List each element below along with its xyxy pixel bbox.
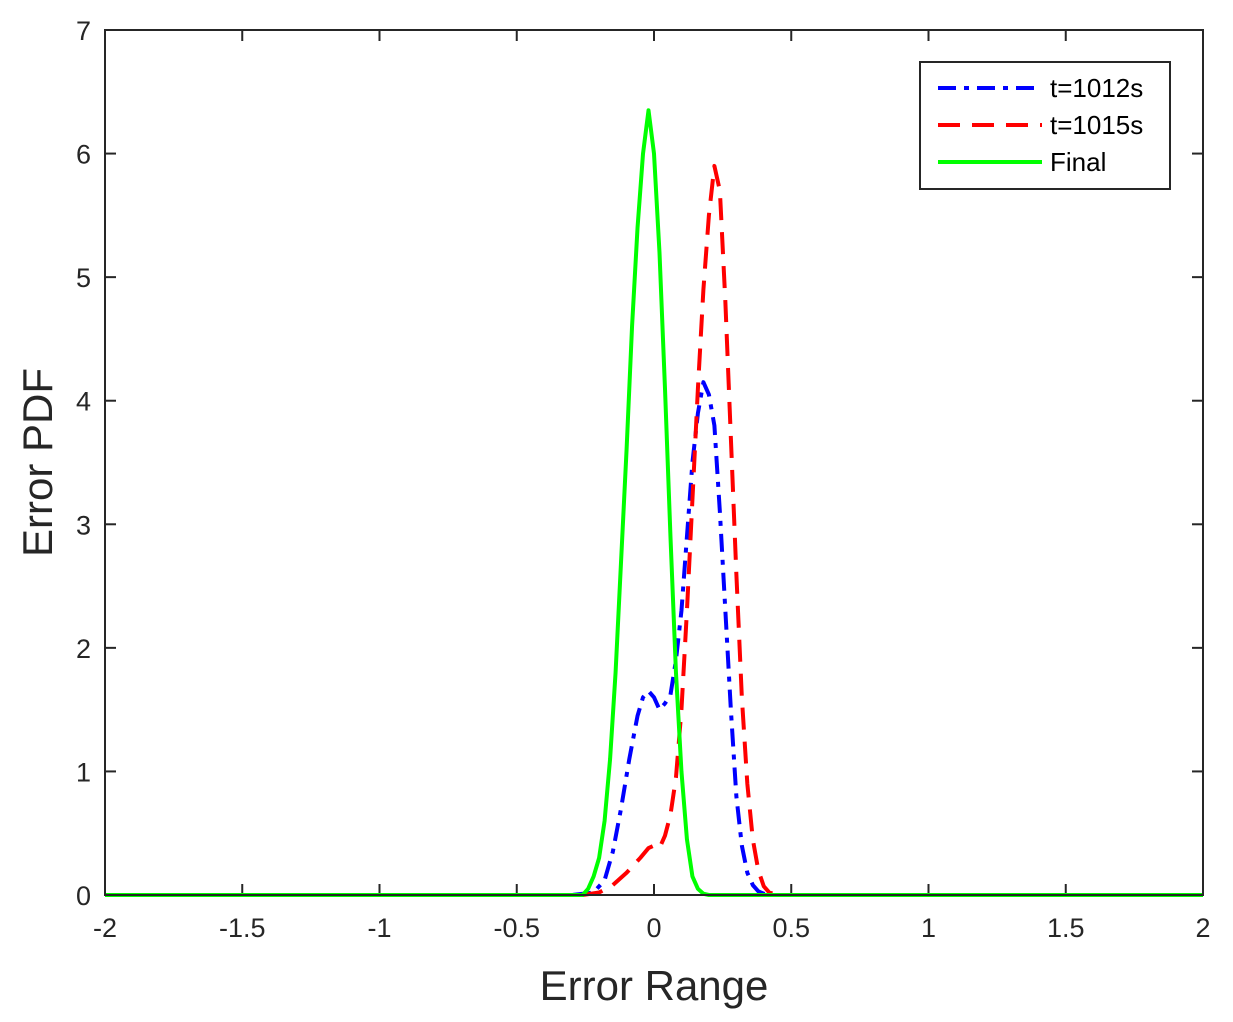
series-lines <box>105 108 1203 897</box>
y-tick-label: 0 <box>76 881 91 911</box>
series-line-3 <box>105 108 1203 897</box>
x-tick-label: 0 <box>646 913 661 943</box>
x-tick-label: 0.5 <box>772 913 810 943</box>
x-tick-label: 1.5 <box>1047 913 1085 943</box>
y-tick-label: 5 <box>76 263 91 293</box>
legend-label-1: t=1012s <box>1050 73 1143 103</box>
series-line-2 <box>105 163 1203 897</box>
x-tick-label: -2 <box>93 913 117 943</box>
y-tick-label: 7 <box>76 16 91 46</box>
y-axis-label: Error PDF <box>14 368 61 557</box>
legend-box <box>919 61 1171 190</box>
x-tick-label: -1.5 <box>219 913 266 943</box>
y-tick-label: 4 <box>76 387 91 417</box>
legend: t=1012s t=1015s Final <box>919 61 1171 190</box>
legend-label-2: t=1015s <box>1050 110 1143 140</box>
plot-frame <box>104 29 1204 896</box>
series-line-1 <box>105 380 1203 897</box>
y-tick-label: 6 <box>76 140 91 170</box>
x-tick-label: 2 <box>1195 913 1210 943</box>
x-tick-label: -0.5 <box>493 913 540 943</box>
legend-label-3: Final <box>1050 147 1106 177</box>
x-tick-label: -1 <box>367 913 391 943</box>
x-tick-label: 1 <box>921 913 936 943</box>
y-tick-label: 1 <box>76 757 91 787</box>
axis-ticks: -2 -1.5 -1 -0.5 0 0.5 1 1.5 2 0 1 2 3 4 5 6 7 <box>76 16 1211 943</box>
y-tick-label: 3 <box>76 510 91 540</box>
y-tick-label: 2 <box>76 634 91 664</box>
x-axis-label: Error Range <box>540 962 769 1009</box>
